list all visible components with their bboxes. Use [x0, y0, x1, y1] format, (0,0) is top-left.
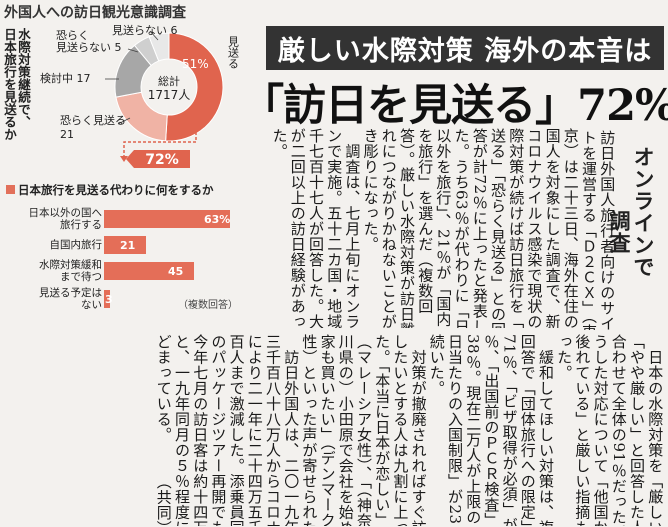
article-column: 後れている」と厳しい指摘もあ — [573, 334, 592, 526]
bar-value-label: 21 — [120, 239, 136, 252]
bar-value-label: 45 — [168, 265, 184, 278]
bar-category-label-line: 自国内旅行 — [49, 239, 103, 251]
headline-top: 厳しい水際対策 海外の本音は — [266, 26, 664, 70]
pie-category-label: 見送らない 6 — [112, 23, 178, 37]
subhead-line-1: オンラインで — [631, 146, 655, 278]
article-column: 緩和してほしい対策は、複数 — [536, 334, 555, 527]
pie-category-label: 見送る — [227, 36, 240, 69]
article-column: 日本の水際対策を「厳しい」 — [646, 334, 665, 527]
article-column: 京）は二十三日、海外在住の外 — [561, 128, 580, 328]
bar-value-label: 63% — [204, 213, 231, 226]
article-column: れにつながりかねないことが浮 — [379, 128, 398, 328]
bar-chart-note: （複数回答） — [178, 300, 238, 311]
article-column: どまっている。 （共同） — [154, 334, 173, 526]
article-column: 答）。厳しい水際対策が訪日離 — [397, 128, 416, 328]
square-icon — [6, 185, 15, 194]
article-column: （マレーシア女性）、「（神奈 — [354, 334, 373, 526]
bar-category-label: 自国内旅行 — [2, 239, 103, 251]
bar-category-label: 見送る予定は ない — [2, 287, 102, 311]
article-column: コロナウイルス感染で現状の水 — [525, 128, 544, 328]
bar-category-label-line: 水際対策緩和 — [39, 259, 102, 271]
article-column: 家も買いたい」（デンマーク男 — [318, 334, 337, 526]
subhead-line-2: 調査 — [607, 210, 631, 254]
article-column: た。「本当に日本が恋しい」 — [373, 334, 392, 526]
article-column: 送る」「恐らく見送る」との回 — [488, 128, 507, 328]
article-column: 訪日外国人旅行者向けのサイ — [598, 130, 617, 330]
article-column: ンで実施。五十二カ国・地域の — [325, 128, 344, 328]
article-column: トを運営する「Ｄ２ＣＸ」（東 — [579, 130, 598, 330]
article-column: のパッケージツアー再開でも、 — [209, 334, 228, 526]
bar-category-label-line: 旅行する — [60, 219, 102, 231]
bar-value-label: 3 — [105, 293, 113, 306]
pie-center-label: 総計 — [158, 74, 180, 88]
article-column: 「やや厳しい」と回答した人は — [627, 334, 646, 526]
bar-category-label-line: まで待つ — [60, 271, 102, 283]
article-column: を旅行」を選んだ（複数回 — [416, 128, 435, 314]
bar-1 — [104, 236, 146, 254]
article-column: った。 — [555, 334, 574, 381]
article-column: 今年七月の訪日客は約十四万人 — [191, 334, 210, 526]
pie-value-label: 51% — [182, 57, 209, 71]
article-column: と、一九年同月の５％程度にと — [172, 334, 191, 526]
pie-slice-4 — [148, 32, 170, 62]
bar-chart-title-text: 日本旅行を見送る代わりに何をするか — [18, 182, 214, 197]
bar-category-label-line: ない — [81, 299, 102, 311]
pie-category-label: 恐らく見送らない 5 — [56, 29, 122, 54]
article-column: た。うち63％が代わりに「日本 — [452, 128, 471, 328]
article-column: が二回以上の訪日経験があっ — [288, 128, 307, 328]
article-column: 千七百十七人が回答した。大半 — [306, 128, 325, 328]
bar-category-label-line: 日本以外の国へ — [28, 207, 103, 219]
article-column: 訪日外国人は、二〇一九年の — [282, 334, 301, 527]
article-column: 日当たりの入国制限」が23％と — [445, 334, 464, 526]
article-column: 三千百八十八万人からコロナ禍 — [263, 334, 282, 526]
article-column: 対策が撤廃されればすぐ訪日 — [409, 334, 428, 527]
bar-category-label: 日本以外の国へ 旅行する — [2, 207, 103, 231]
pie-leader-line — [149, 30, 159, 41]
article-column: したいとする人は九割に上っ — [391, 334, 410, 526]
pie-category-label: 恐らく見送る 21 — [60, 113, 126, 141]
pie-center-total: 1717人 — [148, 88, 191, 102]
arrow-down-icon — [120, 156, 128, 162]
article-column: き彫りになった。 — [361, 128, 380, 252]
headline-main: 「訪日を見送る」72% — [241, 81, 668, 131]
article-column: 71％、「ビザ取得が必須」が39 — [500, 334, 519, 526]
bar-2 — [104, 262, 194, 280]
article-column: により二一年に二十四万五千九 — [245, 334, 264, 526]
pie-slice-0 — [165, 32, 224, 142]
bar-3 — [104, 290, 110, 308]
article-column: 回答で「団体旅行への限定」が — [518, 334, 537, 526]
bar-category-label-line: 見送る予定は — [39, 287, 102, 299]
graphic-side-caption: 水際対策継続で、 日本旅行を見送るか — [2, 28, 31, 141]
article-column: 合わせて全体の91％だった。こ — [609, 334, 628, 526]
pie-leader-line — [127, 48, 139, 53]
pie-leader-line — [117, 117, 131, 125]
article-column: ％、「出国前のＰＣＲ検査」が — [482, 334, 501, 526]
callout-value: 72% — [145, 152, 179, 168]
article-column: 百人まで激減した。添乗員同行 — [227, 334, 246, 526]
article-column: 答が計72％に上ったと発表し — [470, 128, 489, 328]
graphic-title: 外国人への訪日観光意識調査 — [4, 5, 186, 21]
bar-chart-title: 日本旅行を見送る代わりに何をするか — [6, 181, 232, 198]
article-column: た。 — [270, 128, 289, 159]
article-column: 川県の）小田原で会社を始めて — [336, 334, 355, 526]
bar-category-label: 水際対策緩和 まで待つ — [2, 259, 102, 283]
article-column: 性）といった声が寄せられた。 — [300, 334, 319, 526]
article-column: 続いた。 — [427, 334, 446, 396]
pie-category-label: 検討中 17 — [40, 71, 91, 85]
article-column: 以外を旅行」、21％が「国内 — [434, 128, 453, 327]
callout-bracket — [123, 132, 197, 158]
callout-badge — [126, 150, 190, 168]
article-column: うした対応について「他国から — [591, 334, 610, 526]
article-column: 38％。現在二万人が上限の「一 — [464, 334, 483, 526]
article-column: 国人を対象にした調査で、新型 — [543, 128, 562, 328]
bar-0 — [104, 210, 230, 228]
article-column: 際対策が続けば訪日旅行を「見 — [507, 128, 526, 328]
article-column: 調査は、七月上旬にオンライ — [343, 128, 362, 329]
